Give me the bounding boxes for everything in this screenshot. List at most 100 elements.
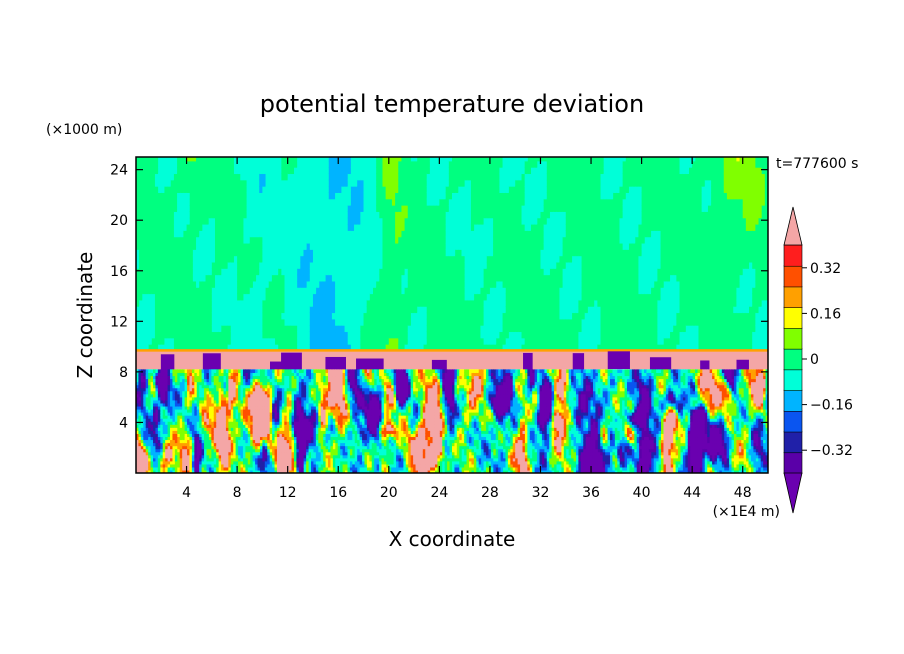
field-cell: [448, 299, 453, 307]
field-cell: [483, 236, 488, 244]
field-cell: [470, 223, 475, 231]
field-cell: [388, 157, 393, 162]
field-cell: [306, 236, 311, 244]
field-cell: [391, 261, 396, 269]
field-cell: [259, 312, 263, 320]
field-cell: [433, 261, 437, 269]
field-cell: [360, 242, 365, 250]
field-cell: [309, 318, 314, 326]
field-cell: [467, 236, 472, 244]
field-cell: [414, 306, 418, 314]
field-cell: [477, 337, 482, 345]
field-cell: [186, 331, 191, 339]
field-cell: [331, 344, 336, 351]
field-cell: [294, 236, 298, 244]
field-cell: [154, 255, 159, 263]
field-cell: [357, 255, 361, 263]
field-cell: [391, 306, 396, 314]
field-cell: [410, 160, 415, 168]
field-cell: [230, 211, 235, 219]
field-cell: [423, 173, 428, 181]
field-cell: [180, 236, 184, 244]
field-cell: [218, 192, 222, 200]
field-cell: [259, 306, 263, 314]
field-cell: [246, 299, 251, 307]
field-cell: [480, 192, 485, 200]
field-cell: [227, 280, 232, 288]
field-cell: [442, 205, 447, 212]
field-cell: [470, 325, 475, 333]
field-cell: [259, 179, 263, 187]
field-cell: [477, 179, 482, 187]
field-cell: [256, 306, 260, 314]
field-cell: [395, 318, 399, 326]
field-cell: [369, 312, 374, 320]
field-cell: [316, 344, 320, 351]
field-cell: [180, 255, 184, 263]
field-cell: [151, 268, 156, 276]
field-cell: [221, 179, 226, 187]
field-cell: [243, 261, 248, 269]
field-cell: [237, 198, 241, 206]
field-cell: [142, 318, 147, 326]
field-cell: [139, 306, 143, 314]
field-cell: [483, 337, 488, 345]
field-cell: [142, 186, 147, 193]
field-cell: [401, 223, 406, 231]
field-cell: [243, 242, 248, 250]
field-cell: [426, 344, 431, 351]
field-cell: [410, 211, 415, 219]
field-cell: [287, 198, 292, 206]
field-cell: [303, 157, 308, 162]
field-cell: [243, 173, 248, 181]
field-cell: [439, 337, 444, 345]
field-cell: [410, 331, 415, 339]
field-cell: [429, 211, 434, 219]
field-cell: [202, 306, 207, 314]
field-cell: [417, 280, 421, 288]
field-cell: [275, 249, 279, 257]
field-cell: [271, 325, 276, 333]
field-cell: [136, 160, 140, 168]
field-cell: [341, 167, 346, 175]
field-cell: [316, 205, 320, 212]
field-cell: [211, 306, 216, 314]
field-cell: [278, 268, 282, 276]
field-cell: [483, 287, 488, 295]
field-cell: [230, 242, 235, 250]
field-cell: [167, 236, 172, 244]
field-cell: [414, 344, 418, 351]
field-cell: [139, 325, 143, 333]
field-cell: [458, 192, 463, 200]
field-cell: [240, 337, 245, 345]
field-cell: [414, 186, 418, 193]
field-cell: [354, 331, 358, 339]
field-cell: [480, 205, 485, 212]
field-cell: [360, 255, 365, 263]
field-cell: [145, 249, 150, 257]
field-cell: [278, 337, 282, 345]
field-cell: [376, 192, 380, 200]
field-cell: [420, 293, 425, 301]
field-cell: [173, 186, 178, 193]
field-cell: [230, 293, 235, 301]
field-cell: [467, 198, 472, 206]
field-cell: [395, 205, 399, 212]
field-cell: [385, 230, 390, 238]
field-cell: [407, 280, 412, 288]
field-cell: [262, 198, 267, 206]
field-cell: [145, 157, 150, 162]
field-cell: [344, 337, 349, 345]
field-cell: [151, 287, 156, 295]
field-cell: [164, 198, 169, 206]
field-cell: [461, 217, 466, 225]
field-cell: [287, 160, 292, 168]
field-cell: [429, 318, 434, 326]
field-cell: [278, 236, 282, 244]
field-cell: [192, 287, 197, 295]
field-cell: [281, 160, 286, 168]
field-cell: [278, 287, 282, 295]
field-cell: [215, 179, 219, 187]
field-cell: [281, 299, 286, 307]
field-cell: [414, 236, 418, 244]
